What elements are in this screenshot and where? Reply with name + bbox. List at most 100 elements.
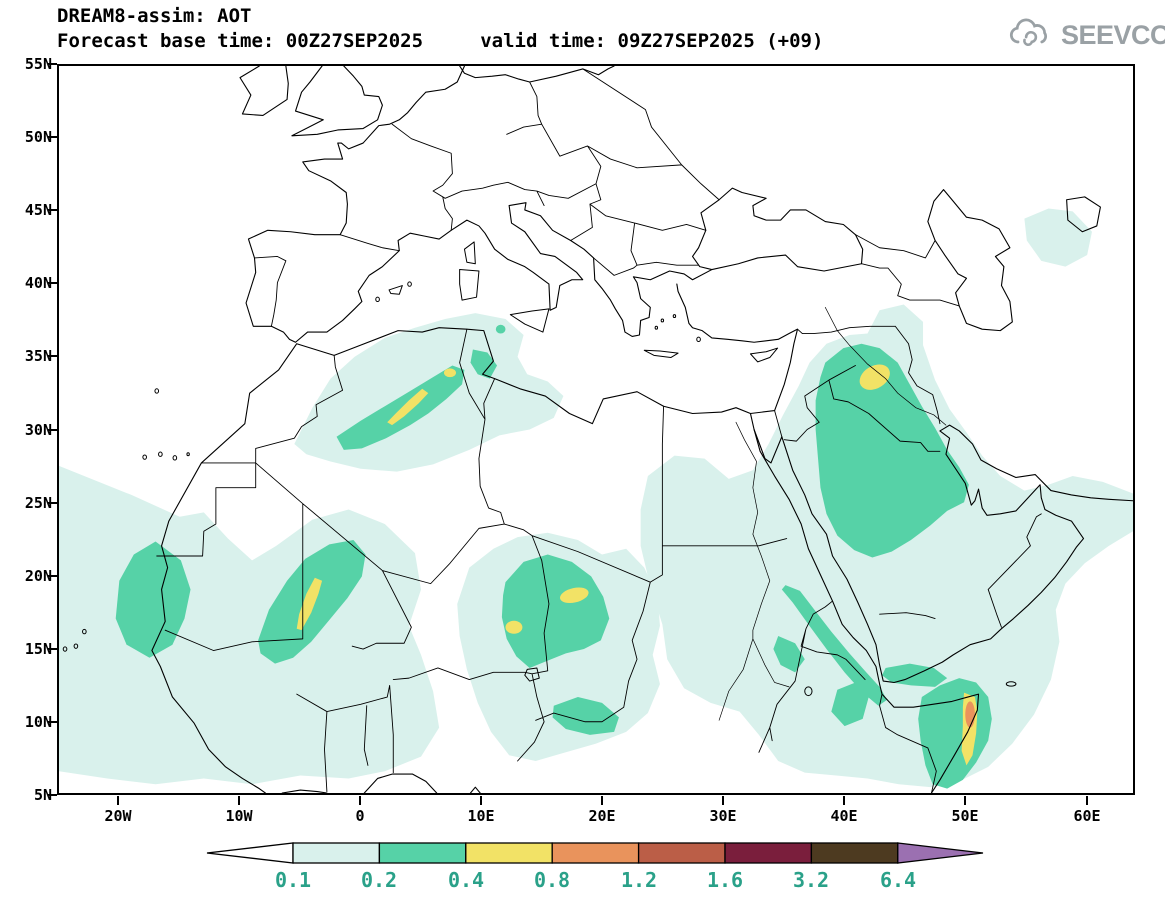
lat-tick (48, 575, 57, 577)
page-title: DREAM8-assim: AOT (57, 5, 252, 27)
lon-axis-label: 60E (1073, 807, 1101, 825)
colorbar-label: 3.2 (792, 868, 830, 892)
mallorca-island (389, 286, 402, 295)
colorbar-label: 0.2 (360, 868, 398, 892)
lat-axis-label: 20N (24, 567, 52, 585)
corsica-island (464, 242, 475, 264)
gulf-of-guinea-coast (282, 774, 480, 793)
lon-tick (1086, 796, 1088, 805)
aot-region-bodele-yellow (505, 620, 523, 634)
lat-tick (48, 794, 57, 796)
menorca-island (408, 282, 412, 286)
aot-region-west-africa-pale (59, 465, 440, 785)
crete-island (644, 350, 678, 357)
colorbar-segment (810, 842, 899, 864)
lat-axis-label: 30N (24, 421, 52, 439)
canary-island-2 (159, 452, 163, 456)
socotra-island (1006, 682, 1016, 686)
lat-tick (48, 282, 57, 284)
lon-tick (964, 796, 966, 805)
colorbar-label: 1.2 (620, 868, 658, 892)
lon-tick (238, 796, 240, 805)
aot-region-tunisia-teal (470, 349, 498, 379)
colorbar-segment (551, 842, 640, 864)
lat-tick (48, 355, 57, 357)
lat-tick (48, 648, 57, 650)
colorbar-label: 0.8 (533, 868, 571, 892)
ibiza-island (376, 297, 380, 301)
colorbar-arrow-low (206, 842, 294, 864)
aot-region-caspian-east-pale (1024, 208, 1092, 267)
cloud-logo-icon (1005, 16, 1057, 54)
colorbar-segment (465, 842, 553, 864)
canary-island-3 (173, 456, 177, 460)
lat-axis-label: 35N (24, 347, 52, 365)
lat-tick (48, 209, 57, 211)
aot-region-senegal-teal (115, 541, 191, 658)
country-borders (157, 69, 1042, 793)
lat-tick (48, 721, 57, 723)
turkey-levant-north-africa-coast (152, 284, 798, 793)
lon-axis-label: 10E (467, 807, 495, 825)
lon-axis-label: 0 (355, 807, 365, 825)
lon-axis-label: 10W (225, 807, 253, 825)
ireland-coast (240, 66, 288, 115)
cyprus-island (750, 348, 777, 362)
colorbar-label: 6.4 (879, 868, 917, 892)
baltic-coast (460, 66, 614, 82)
aot-map-svg (59, 66, 1133, 793)
cape-verde-island-3 (83, 629, 87, 633)
african-red-sea-somalia-coast (754, 430, 978, 794)
black-sea-coast (693, 188, 863, 271)
britain-coast (292, 66, 383, 136)
lon-axis-label: 50E (951, 807, 979, 825)
lat-tick (48, 136, 57, 138)
aot-region-somalia-teal (918, 678, 992, 789)
europe-mediterranean-coast (246, 66, 712, 342)
aral-sea-coast (1067, 197, 1101, 232)
colorbar-arrow-high (897, 842, 984, 864)
forecast-time-subtitle: Forecast base time: 00Z27SEP2025 valid t… (57, 30, 824, 52)
lat-axis-label: 55N (24, 55, 52, 73)
sicily-island (510, 309, 549, 332)
lat-axis-label: 40N (24, 274, 52, 292)
lat-axis-label: 5N (33, 786, 52, 804)
colorbar (206, 842, 984, 864)
coastlines (152, 66, 1133, 793)
lon-axis-label: 40E (830, 807, 858, 825)
lat-axis-label: 15N (24, 640, 52, 658)
colorbar-label: 1.6 (706, 868, 744, 892)
lake-tana (805, 687, 812, 696)
aot-region-algeria-yellow-2 (443, 368, 457, 378)
islands-and-lakes (63, 242, 1016, 696)
aot-region-chad-yellow (559, 587, 589, 604)
lon-tick (722, 796, 724, 805)
colorbar-label: 0.1 (274, 868, 312, 892)
colorbar-segment (637, 842, 726, 864)
colorbar-segment (292, 842, 381, 864)
lat-tick (48, 429, 57, 431)
rivers (719, 307, 946, 720)
aot-region-algeria-yellow (387, 388, 429, 426)
aot-region-iraq-saudi-teal (815, 343, 969, 558)
aot-region-red-sea-teal (781, 585, 887, 706)
cape-verde-island-1 (74, 644, 78, 648)
canary-island-1 (143, 455, 147, 459)
canary-island-4 (187, 453, 189, 456)
aot-region-chad-teal (501, 554, 610, 668)
lon-tick (359, 796, 361, 805)
logo-text: SEEVCCC (1061, 19, 1165, 50)
lon-tick (480, 796, 482, 805)
lat-tick (48, 63, 57, 65)
aegean-island-2 (655, 326, 657, 329)
aot-region-south-sudan-teal (552, 697, 619, 735)
colorbar-label: 0.4 (447, 868, 485, 892)
rhodes-island (697, 337, 701, 341)
nile-river (719, 422, 789, 720)
madeira-island (155, 389, 159, 393)
cape-verde-island-2 (63, 647, 67, 651)
aegean-island-3 (673, 315, 675, 318)
lat-axis-label: 10N (24, 713, 52, 731)
lon-tick (601, 796, 603, 805)
